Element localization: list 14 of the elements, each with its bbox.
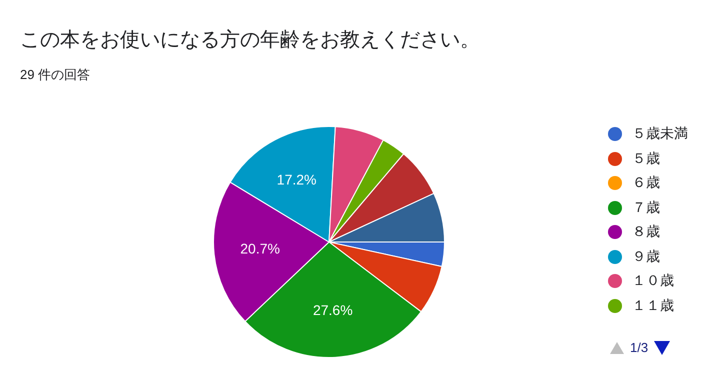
legend-label: ５歳 [632,150,660,168]
data-label: 27.6% [312,302,353,318]
text: 1/3 [630,340,648,355]
text: 29 件の回答 [20,66,90,84]
legend-label: １１歳 [632,296,674,315]
legend-label: ６歳 [632,174,660,192]
legend-label: ９歳 [632,248,660,266]
legend-label: ５歳未満 [632,125,688,144]
legend-label: １０歳 [632,272,674,290]
data-label: 20.7% [240,240,280,256]
data-label: 17.2% [276,172,316,188]
legend-label: ７歳 [632,198,660,217]
legend-label: ８歳 [632,223,660,242]
chart-title: この本をお使いになる方の年齢をお教えください。 [20,28,480,53]
